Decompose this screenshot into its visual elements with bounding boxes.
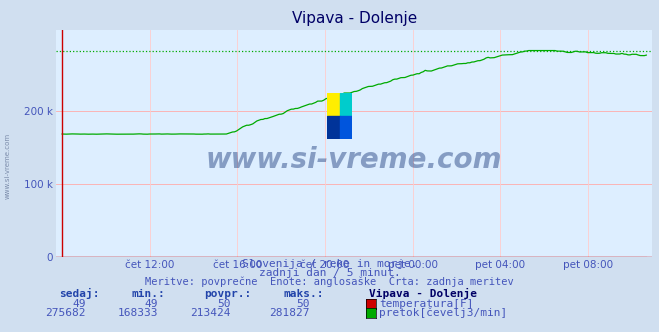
Text: 50: 50 bbox=[217, 299, 231, 309]
Polygon shape bbox=[340, 93, 353, 116]
Text: 213424: 213424 bbox=[190, 308, 231, 318]
Text: 275682: 275682 bbox=[45, 308, 86, 318]
Text: 168333: 168333 bbox=[118, 308, 158, 318]
Text: www.si-vreme.com: www.si-vreme.com bbox=[206, 145, 502, 174]
Polygon shape bbox=[328, 93, 340, 116]
Text: pretok[čevelj3/min]: pretok[čevelj3/min] bbox=[379, 307, 507, 318]
Text: www.si-vreme.com: www.si-vreme.com bbox=[5, 133, 11, 199]
Text: Slovenija / reke in morje.: Slovenija / reke in morje. bbox=[242, 259, 417, 269]
Text: temperatura[F]: temperatura[F] bbox=[379, 299, 473, 309]
Title: Vipava - Dolenje: Vipava - Dolenje bbox=[291, 11, 417, 26]
Text: 50: 50 bbox=[297, 299, 310, 309]
Text: 49: 49 bbox=[72, 299, 86, 309]
Text: Meritve: povprečne  Enote: anglosaške  Črta: zadnja meritev: Meritve: povprečne Enote: anglosaške Črt… bbox=[145, 275, 514, 287]
Text: Vipava - Dolenje: Vipava - Dolenje bbox=[369, 288, 477, 299]
Text: 49: 49 bbox=[145, 299, 158, 309]
Text: 281827: 281827 bbox=[270, 308, 310, 318]
Text: povpr.:: povpr.: bbox=[204, 289, 252, 299]
Text: maks.:: maks.: bbox=[283, 289, 324, 299]
Polygon shape bbox=[340, 116, 353, 139]
Text: zadnji dan / 5 minut.: zadnji dan / 5 minut. bbox=[258, 268, 401, 278]
Text: min.:: min.: bbox=[132, 289, 165, 299]
Text: sedaj:: sedaj: bbox=[59, 288, 100, 299]
Polygon shape bbox=[328, 116, 340, 139]
